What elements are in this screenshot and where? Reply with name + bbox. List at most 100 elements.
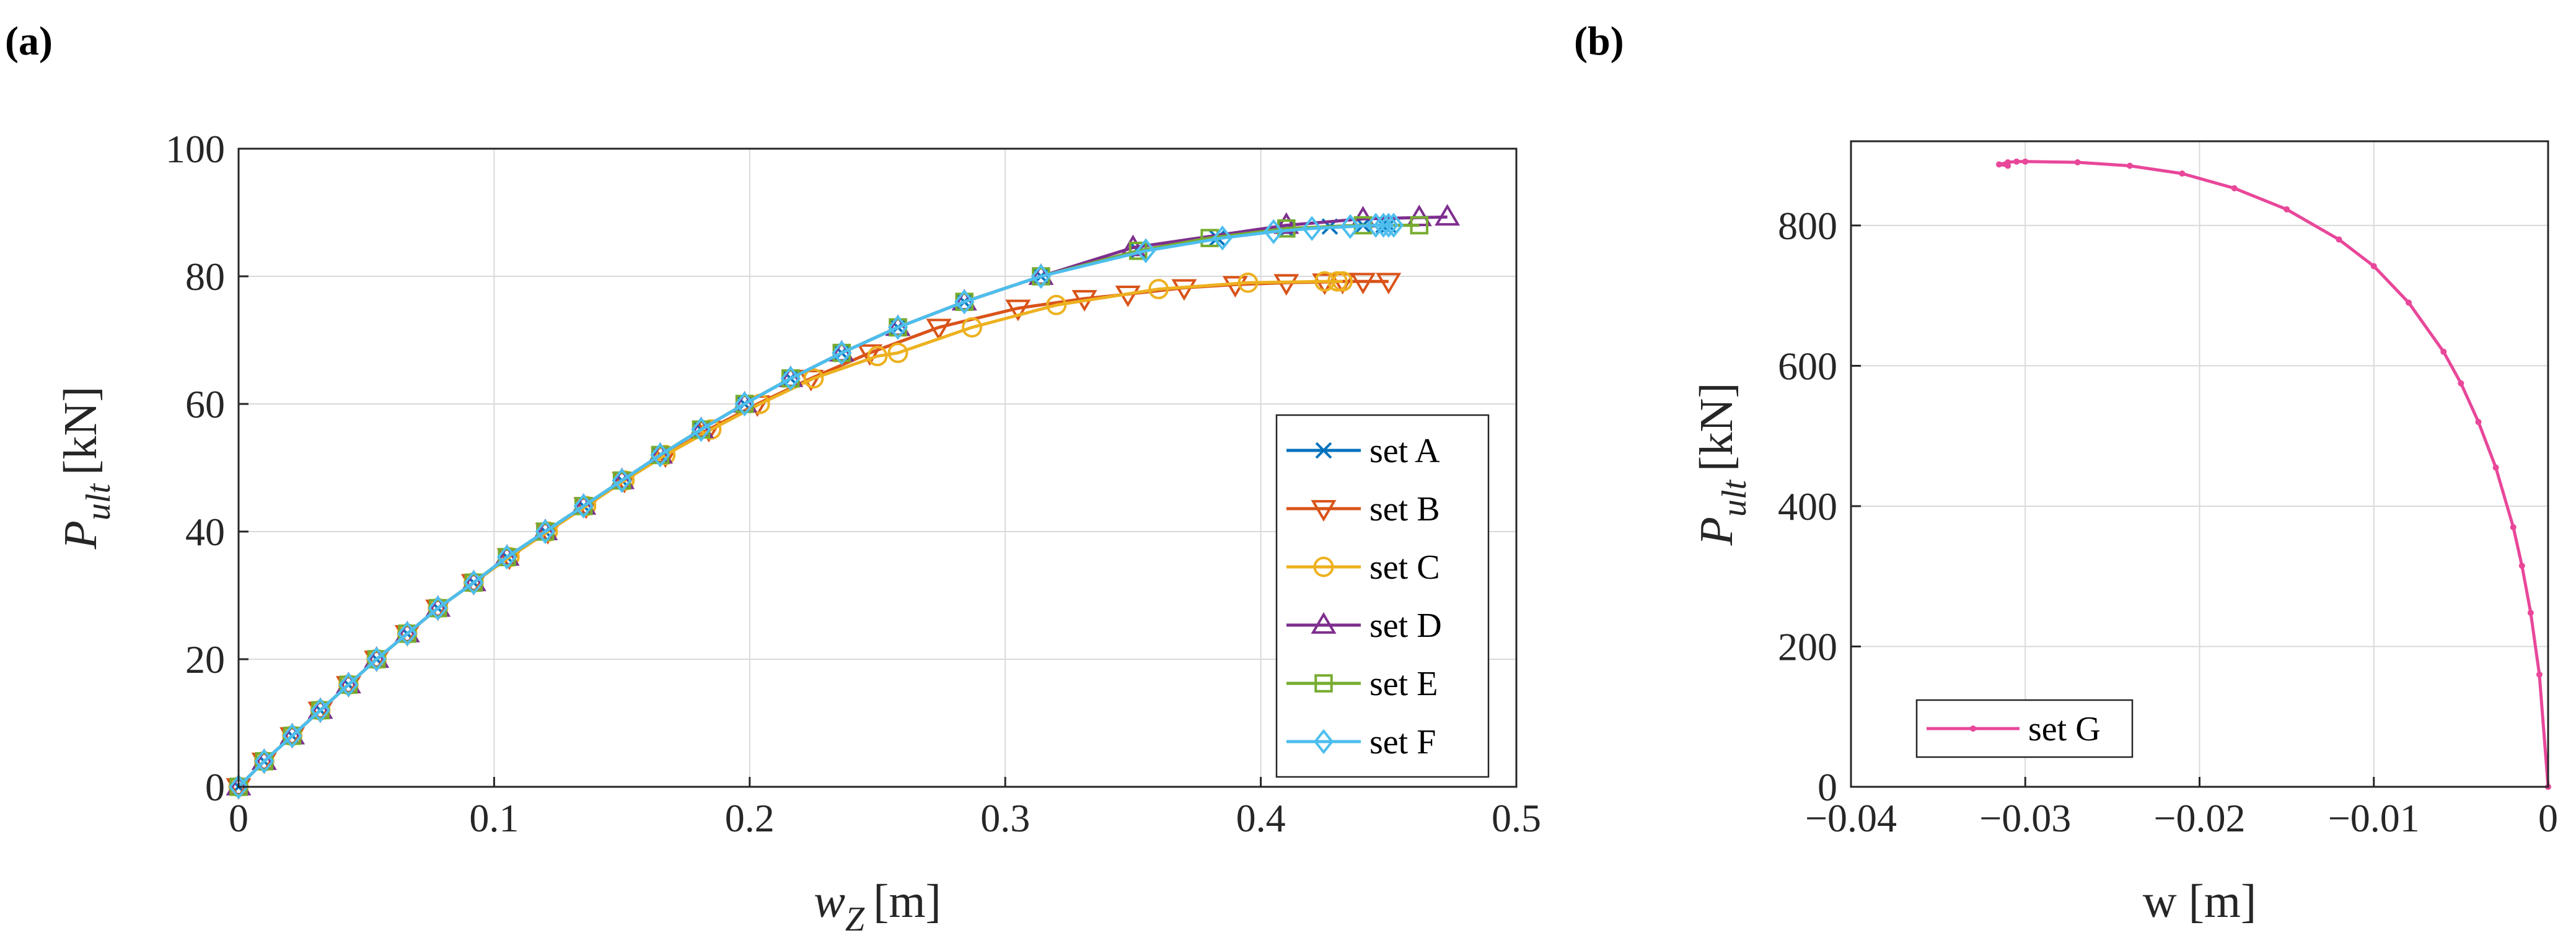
data-point-set-f xyxy=(310,698,331,723)
data-point-set-g xyxy=(2492,464,2499,471)
data-point-set-g xyxy=(2005,162,2011,169)
data-point-set-f xyxy=(573,493,594,519)
legend-label: set G xyxy=(2028,710,2101,748)
data-point-set-f xyxy=(887,315,908,340)
y-tick-label: 40 xyxy=(185,510,225,554)
series-set-a xyxy=(230,217,1397,795)
legend-marker xyxy=(1311,500,1337,522)
data-point-set-f xyxy=(1212,225,1233,251)
legend-item-set-e: set E xyxy=(1286,665,1438,703)
legend-label: set D xyxy=(1369,607,1442,645)
data-point-set-f xyxy=(1301,216,1322,241)
chart-a-ylabel: Pult [kN] xyxy=(55,386,118,550)
chart-a-ylabel-unit: [kN] xyxy=(55,386,107,475)
chart-b: −0.04 −0.03 −0.02 −0.01 0 0 200 400 600 800 w [m]… xyxy=(1690,140,2558,927)
series-set-e xyxy=(229,216,1429,796)
series-line-set-a xyxy=(237,224,1389,788)
data-point-set-c xyxy=(1237,272,1259,293)
data-point-set-g xyxy=(2406,299,2412,306)
series-line-set-f xyxy=(237,224,1394,788)
legend-label: set F xyxy=(1369,723,1436,761)
legend-item-set-b: set B xyxy=(1286,490,1440,528)
y-tick-label: 60 xyxy=(185,382,225,426)
chart-b-ylabel-unit: [kN] xyxy=(1690,382,1743,471)
data-point-set-g xyxy=(2336,236,2342,243)
data-point-set-c xyxy=(867,346,888,367)
data-point-set-f xyxy=(612,468,632,493)
data-point-set-b xyxy=(1376,273,1402,295)
data-point-set-c xyxy=(1327,271,1348,292)
chart-b-legend: set G xyxy=(1915,699,2134,758)
y-tick-label: 100 xyxy=(165,127,225,171)
legend-label: set B xyxy=(1369,490,1440,528)
y-tick-label: 200 xyxy=(1778,625,1837,668)
data-point-set-f xyxy=(428,595,448,621)
data-point-set-b xyxy=(1350,273,1376,295)
data-point-set-c xyxy=(1046,294,1067,315)
chart-b-ylabel: Pult [kN] xyxy=(1690,382,1754,546)
chart-a-xlabel-unit: [m] xyxy=(873,875,941,927)
chart-a-xlabel-var: w xyxy=(814,875,845,927)
data-point-set-f xyxy=(1340,214,1361,239)
x-tick-label: 0.4 xyxy=(1236,796,1286,840)
data-point-set-e xyxy=(1410,216,1429,235)
data-point-set-f xyxy=(496,544,517,570)
y-tick-label: 400 xyxy=(1778,484,1837,528)
x-tick-label: −0.02 xyxy=(2153,796,2245,840)
data-point-set-f xyxy=(954,289,975,315)
x-tick-label: 0.2 xyxy=(725,796,775,840)
data-point-set-f xyxy=(228,774,249,800)
data-point-set-f xyxy=(464,570,484,595)
y-tick-label: 20 xyxy=(185,638,225,681)
series-set-b xyxy=(226,273,1402,800)
chart-b-grid xyxy=(1850,141,2549,787)
legend-item-set-g: set G xyxy=(1927,710,2101,748)
legend-item-set-f: set F xyxy=(1286,723,1436,761)
chart-a-xlabel-sub: Z xyxy=(845,900,865,939)
panel-label-b: (b) xyxy=(1574,19,1624,64)
data-point-set-g xyxy=(2022,158,2029,165)
data-point-set-f xyxy=(397,621,418,647)
legend-box xyxy=(1275,414,1490,778)
x-tick-label: −0.03 xyxy=(1979,796,2071,840)
data-point-set-g xyxy=(2284,206,2290,213)
chart-b-xlabel: w [m] xyxy=(2143,875,2257,927)
chart-a-frame xyxy=(237,147,1518,788)
chart-a-series xyxy=(226,204,1461,800)
x-tick-label: 0.5 xyxy=(1492,796,1541,840)
data-point-set-f xyxy=(254,748,275,774)
data-point-set-f xyxy=(282,723,302,748)
data-point-set-b xyxy=(1171,279,1197,301)
data-point-set-g xyxy=(2458,380,2464,387)
legend-item-set-c: set C xyxy=(1286,548,1440,587)
legend-marker xyxy=(1970,725,1976,732)
data-point-set-f xyxy=(535,519,556,545)
y-tick-label: 600 xyxy=(1778,344,1837,388)
series-set-f xyxy=(228,213,1404,800)
series-line-set-b xyxy=(237,279,1389,788)
legend-marker xyxy=(1311,612,1337,634)
series-set-d xyxy=(226,204,1461,795)
data-point-set-g xyxy=(2475,419,2482,426)
legend-box xyxy=(1915,699,2134,758)
legend-marker xyxy=(1313,556,1334,577)
data-point-set-g xyxy=(2179,170,2186,177)
legend-marker xyxy=(1315,442,1332,459)
panel-label-a: (a) xyxy=(5,19,53,64)
data-point-set-f xyxy=(650,442,670,468)
chart-a-legend: set A set B set C set D set E set F xyxy=(1275,414,1490,778)
data-point-set-c xyxy=(803,368,824,389)
series-set-c xyxy=(228,271,1353,797)
x-tick-label: 0.1 xyxy=(469,796,519,840)
chart-b-ticks: −0.04 −0.03 −0.02 −0.01 0 0 200 400 600 800 xyxy=(1778,204,2558,840)
data-point-set-b xyxy=(1273,274,1299,296)
chart-a-ylabel-sub: ult xyxy=(79,483,118,521)
series-line-set-e xyxy=(237,224,1420,788)
data-point-set-g xyxy=(2536,671,2543,678)
data-point-set-g xyxy=(2013,158,2020,165)
data-point-set-c xyxy=(1148,279,1169,300)
data-point-set-g xyxy=(2074,159,2081,165)
data-point-set-f xyxy=(832,340,852,366)
legend-marker xyxy=(1313,729,1334,755)
